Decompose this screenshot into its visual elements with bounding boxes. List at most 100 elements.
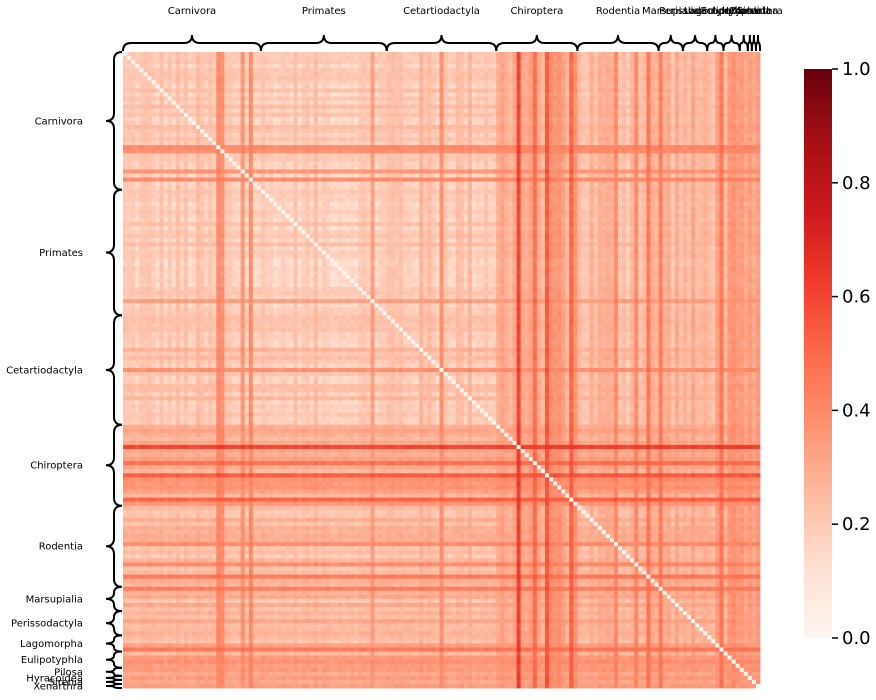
heatmap-cell xyxy=(269,129,273,133)
heatmap-cell xyxy=(683,121,687,125)
heatmap-cell xyxy=(431,121,435,125)
heatmap-cell xyxy=(537,157,541,161)
heatmap-cell xyxy=(375,169,379,173)
heatmap-cell xyxy=(192,125,196,129)
heatmap-cell xyxy=(139,84,143,88)
heatmap-cell xyxy=(419,161,423,165)
heatmap-cell xyxy=(723,68,727,72)
heatmap-cell xyxy=(306,101,310,105)
heatmap-cell xyxy=(650,101,654,105)
heatmap-cell xyxy=(642,129,646,133)
heatmap-cell xyxy=(326,93,330,97)
heatmap-cell xyxy=(711,56,715,60)
heatmap-cell xyxy=(456,64,460,68)
heatmap-cell xyxy=(293,72,297,76)
heatmap-cell xyxy=(614,153,618,157)
heatmap-cell xyxy=(196,84,200,88)
heatmap-cell xyxy=(403,157,407,161)
heatmap-cell xyxy=(719,88,723,92)
heatmap-cell xyxy=(342,149,346,153)
heatmap-cell xyxy=(521,68,525,72)
heatmap-cell xyxy=(650,105,654,109)
heatmap-cell xyxy=(452,174,456,178)
heatmap-cell xyxy=(569,64,573,68)
heatmap-cell xyxy=(537,161,541,165)
heatmap-cell xyxy=(334,165,338,169)
heatmap-cell xyxy=(606,113,610,117)
heatmap-cell xyxy=(302,129,306,133)
heatmap-cell xyxy=(752,137,756,141)
heatmap-cell xyxy=(127,125,131,129)
heatmap-cell xyxy=(740,64,744,68)
heatmap-cell xyxy=(147,153,151,157)
heatmap-cell xyxy=(253,153,257,157)
heatmap-cell xyxy=(650,113,654,117)
heatmap-cell xyxy=(184,113,188,117)
heatmap-cell xyxy=(736,88,740,92)
heatmap-cell xyxy=(610,88,614,92)
heatmap-cell xyxy=(216,56,220,60)
heatmap-cell xyxy=(537,169,541,173)
heatmap-cell xyxy=(521,153,525,157)
heatmap-cell xyxy=(711,117,715,121)
heatmap-cell xyxy=(719,149,723,153)
heatmap-cell xyxy=(224,137,228,141)
heatmap-cell xyxy=(565,174,569,178)
heatmap-cell xyxy=(411,52,415,56)
heatmap-cell xyxy=(472,174,476,178)
heatmap-cell xyxy=(289,165,293,169)
heatmap-cell xyxy=(496,72,500,76)
heatmap-cell xyxy=(245,64,249,68)
heatmap-cell xyxy=(598,93,602,97)
heatmap-cell xyxy=(172,137,176,141)
heatmap-cell xyxy=(553,161,557,165)
heatmap-cell xyxy=(703,64,707,68)
heatmap-cell xyxy=(200,178,204,182)
heatmap-cell xyxy=(577,125,581,129)
heatmap-cell xyxy=(151,161,155,165)
heatmap-cell xyxy=(590,80,594,84)
heatmap-cell xyxy=(411,64,415,68)
heatmap-cell xyxy=(172,76,176,80)
heatmap-cell xyxy=(630,72,634,76)
heatmap-cell xyxy=(371,113,375,117)
heatmap-cell xyxy=(634,113,638,117)
heatmap-cell xyxy=(387,169,391,173)
heatmap-cell xyxy=(561,60,565,64)
heatmap-cell xyxy=(638,64,642,68)
heatmap-cell xyxy=(590,174,594,178)
heatmap-cell xyxy=(480,68,484,72)
heatmap-cell xyxy=(642,68,646,72)
heatmap-cell xyxy=(500,113,504,117)
heatmap-cell xyxy=(695,93,699,97)
heatmap-cell xyxy=(545,113,549,117)
heatmap-cell xyxy=(127,133,131,137)
heatmap-cell xyxy=(626,60,630,64)
heatmap-cell xyxy=(168,64,172,68)
heatmap-cell xyxy=(216,80,220,84)
heatmap-cell xyxy=(711,93,715,97)
heatmap-cell xyxy=(269,76,273,80)
heatmap-cell xyxy=(395,165,399,169)
heatmap-cell xyxy=(233,125,237,129)
heatmap-cell xyxy=(168,105,172,109)
heatmap-cell xyxy=(521,133,525,137)
heatmap-cell xyxy=(529,141,533,145)
heatmap-cell xyxy=(176,109,180,113)
heatmap-cell xyxy=(573,174,577,178)
heatmap-cell xyxy=(435,72,439,76)
heatmap-cell xyxy=(476,113,480,117)
heatmap-cell xyxy=(711,97,715,101)
heatmap-cell xyxy=(740,137,744,141)
heatmap-cell xyxy=(375,80,379,84)
heatmap-cell xyxy=(172,145,176,149)
heatmap-cell xyxy=(228,178,232,182)
heatmap-cell xyxy=(691,113,695,117)
heatmap-cell xyxy=(468,145,472,149)
heatmap-cell xyxy=(342,174,346,178)
heatmap-cell xyxy=(723,129,727,133)
heatmap-cell xyxy=(249,68,253,72)
heatmap-cell xyxy=(322,88,326,92)
heatmap-cell xyxy=(318,137,322,141)
heatmap-cell xyxy=(675,84,679,88)
